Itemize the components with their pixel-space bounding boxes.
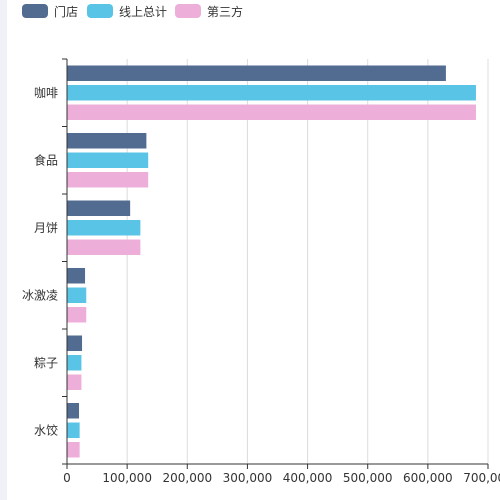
legend: 门店 线上总计 第三方 <box>22 4 243 19</box>
left-rail <box>0 0 7 500</box>
x-tick-label: 300,000 <box>223 471 273 485</box>
bar-2-2 <box>67 239 141 255</box>
legend-label-0: 门店 <box>54 4 78 19</box>
legend-swatch-2 <box>175 4 201 18</box>
bar-3-1 <box>67 287 87 303</box>
bar-1-1 <box>67 152 149 168</box>
category-label: 粽子 <box>34 355 58 370</box>
bar-4-0 <box>67 335 83 351</box>
legend-swatch-1 <box>87 4 113 18</box>
axes <box>62 58 489 469</box>
category-label: 水饺 <box>34 422 58 437</box>
x-tick-label: 200,000 <box>162 471 212 485</box>
bar-3-2 <box>67 307 87 323</box>
bar-4-2 <box>67 374 82 390</box>
bar-5-0 <box>67 403 80 419</box>
legend-label-2: 第三方 <box>207 4 243 19</box>
bar-3-0 <box>67 268 86 284</box>
bar-1-0 <box>67 133 147 149</box>
bar-5-2 <box>67 442 80 458</box>
category-label: 食品 <box>34 152 58 167</box>
category-label: 咖啡 <box>34 85 58 100</box>
legend-label-1: 线上总计 <box>119 5 167 19</box>
x-tick-label: 500,000 <box>343 471 393 485</box>
x-tick-label: 700,000 <box>463 471 500 485</box>
bar-0-1 <box>67 85 476 101</box>
bar-2-1 <box>67 220 141 236</box>
x-tick-label: 400,000 <box>283 471 333 485</box>
category-label: 冰激凌 <box>22 288 58 302</box>
x-tick-label: 0 <box>63 471 71 485</box>
bar-1-2 <box>67 172 149 188</box>
legend-swatch-0 <box>22 4 48 18</box>
bar-2-0 <box>67 200 131 216</box>
x-tick-label: 600,000 <box>403 471 453 485</box>
category-label: 月饼 <box>34 221 58 235</box>
bar-0-2 <box>67 104 476 120</box>
x-tick-label: 100,000 <box>102 471 152 485</box>
bars <box>67 65 476 458</box>
bar-0-0 <box>67 65 446 81</box>
bar-4-1 <box>67 355 82 371</box>
grid-lines <box>126 59 489 464</box>
bar-5-1 <box>67 422 80 438</box>
